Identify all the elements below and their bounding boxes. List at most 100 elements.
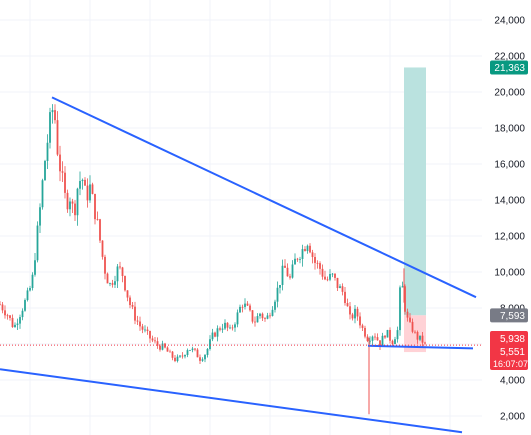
candle-body bbox=[76, 188, 79, 216]
candle-body bbox=[89, 184, 91, 201]
candle-body bbox=[261, 313, 264, 319]
y-tick-label: 20,000 bbox=[494, 88, 525, 99]
candle-body bbox=[284, 265, 286, 268]
candle-body bbox=[171, 351, 174, 358]
candle-body bbox=[14, 324, 16, 328]
candle-body bbox=[236, 312, 239, 325]
candle-body bbox=[71, 201, 74, 204]
candle-body bbox=[104, 256, 106, 274]
candle-body bbox=[299, 258, 301, 260]
candle-body bbox=[326, 279, 329, 281]
candle-body bbox=[86, 185, 89, 201]
candle-body bbox=[46, 142, 49, 161]
candle-body bbox=[106, 273, 109, 284]
trendlines[interactable] bbox=[0, 96, 477, 434]
candle-body bbox=[151, 338, 154, 341]
target-price-badge-bg bbox=[490, 60, 528, 75]
candle-body bbox=[56, 120, 59, 155]
candle-body bbox=[379, 340, 381, 347]
candle-body bbox=[231, 327, 234, 329]
candle-body bbox=[186, 350, 189, 356]
candle-body bbox=[306, 245, 309, 251]
candle-body bbox=[69, 201, 71, 210]
candle-body bbox=[221, 328, 224, 330]
candle-body bbox=[136, 320, 139, 322]
bar-countdown: 16:07:07 bbox=[493, 359, 528, 369]
candle-body bbox=[121, 267, 124, 276]
candle-body bbox=[201, 359, 204, 361]
candle-body bbox=[114, 281, 116, 285]
candle-body bbox=[324, 276, 326, 280]
y-tick-label: 2,000 bbox=[500, 412, 525, 423]
candle-body bbox=[216, 328, 219, 337]
candle-body bbox=[339, 286, 341, 289]
candle-body bbox=[419, 335, 421, 340]
candle-body bbox=[36, 225, 39, 261]
candle-body bbox=[26, 290, 29, 301]
candle-body bbox=[241, 306, 244, 308]
candle-body bbox=[79, 181, 81, 189]
candle-body bbox=[139, 321, 141, 327]
candle-body bbox=[389, 329, 391, 341]
candle-body bbox=[74, 203, 76, 216]
candle-body bbox=[356, 308, 359, 317]
candle-body bbox=[9, 315, 11, 318]
candle-body bbox=[154, 340, 156, 342]
candle-body bbox=[204, 354, 206, 360]
profit-zone[interactable] bbox=[404, 67, 426, 316]
candle-body bbox=[146, 329, 149, 331]
y-tick-label: 4,000 bbox=[500, 376, 525, 387]
candle-body bbox=[406, 311, 409, 318]
candle-body bbox=[51, 110, 54, 113]
grid-lines bbox=[0, 0, 482, 435]
candle-body bbox=[191, 348, 194, 351]
candle-body bbox=[354, 308, 356, 319]
candle-body bbox=[274, 301, 276, 310]
candle-body bbox=[304, 249, 306, 251]
candle-body bbox=[321, 268, 324, 277]
candle-body bbox=[386, 329, 389, 338]
candle-body bbox=[374, 336, 376, 338]
candle-body bbox=[176, 356, 179, 362]
candle-body bbox=[11, 317, 14, 328]
candle-body bbox=[364, 327, 366, 337]
stop-price-badge: 5,551 bbox=[500, 347, 525, 358]
trendline[interactable] bbox=[51, 96, 477, 299]
y-tick-label: 12,000 bbox=[494, 232, 525, 243]
candle-body bbox=[141, 326, 144, 330]
candle-body bbox=[259, 313, 261, 317]
candle-body bbox=[39, 207, 41, 226]
trendline[interactable] bbox=[0, 368, 463, 434]
candle-body bbox=[44, 160, 46, 181]
candle-body bbox=[226, 322, 229, 328]
candle-body bbox=[294, 258, 296, 265]
candle-body bbox=[371, 336, 374, 341]
candle-body bbox=[181, 355, 184, 357]
candle-body bbox=[206, 349, 209, 355]
candle-body bbox=[126, 290, 129, 298]
target-price-badge: 21,363 bbox=[494, 63, 525, 74]
candle-body bbox=[144, 329, 146, 331]
candle-body bbox=[276, 287, 279, 302]
candle-body bbox=[199, 357, 201, 361]
y-tick-label: 16,000 bbox=[494, 160, 525, 171]
candle-body bbox=[159, 345, 161, 350]
candle-body bbox=[124, 275, 126, 291]
trendline[interactable] bbox=[367, 344, 474, 350]
candle-body bbox=[49, 112, 51, 143]
candle-body bbox=[34, 260, 36, 275]
candle-body bbox=[289, 276, 291, 278]
candle-body bbox=[346, 303, 349, 307]
candle-body bbox=[21, 310, 24, 318]
candle-body bbox=[391, 340, 394, 345]
candle-body bbox=[19, 317, 21, 324]
candle-body bbox=[161, 343, 164, 350]
candle-body bbox=[0, 304, 1, 306]
candle-body bbox=[376, 337, 379, 341]
candle-body bbox=[269, 315, 271, 317]
candle-body bbox=[16, 323, 19, 325]
candle-body bbox=[131, 305, 134, 307]
candle-body bbox=[31, 274, 34, 289]
